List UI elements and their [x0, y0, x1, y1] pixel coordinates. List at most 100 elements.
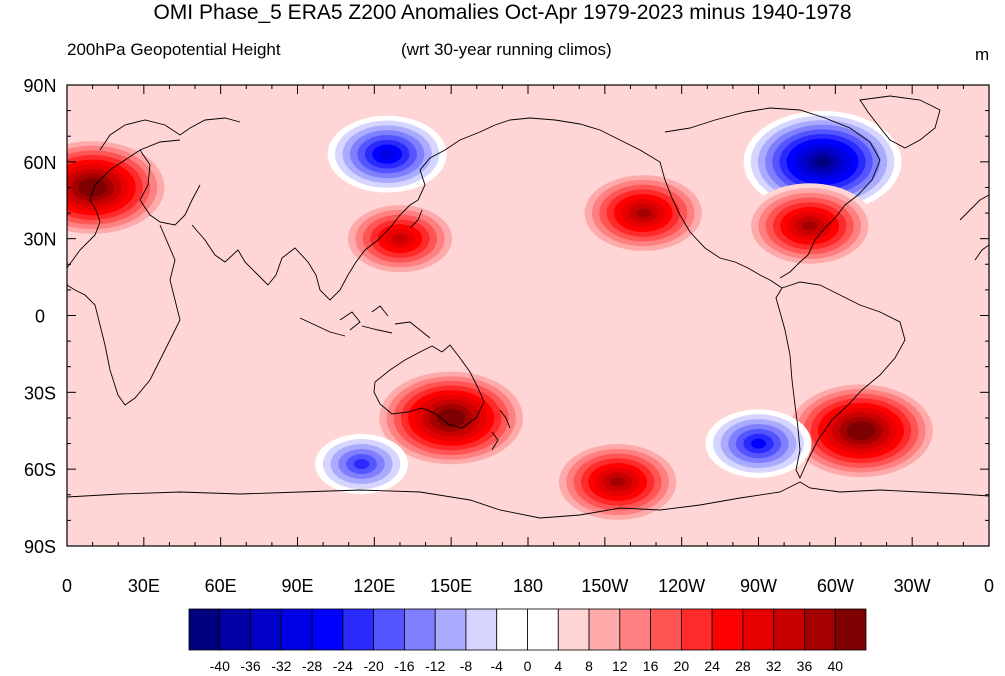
coastline-asia-east: [409, 117, 621, 229]
colorbar-swatch: [742, 608, 775, 651]
anomaly-center-1: [327, 115, 447, 193]
coastline-greenland: [859, 95, 941, 149]
colorbar-label: -32: [271, 658, 291, 674]
colorbar-label: 16: [643, 658, 659, 674]
colorbar-swatch: [434, 608, 467, 651]
anomaly-center-6: [372, 366, 531, 469]
x-tick-label: 90E: [281, 576, 313, 596]
x-axis-tick-labels: 0 30E 60E 90E 120E 150E 180 150W 120W 90W 60W 30W 0: [62, 576, 994, 596]
colorbar-label: -16: [394, 658, 414, 674]
colorbar-swatch: [557, 608, 590, 651]
anomaly-contour: [802, 221, 818, 231]
coastline-north-america: [619, 107, 881, 289]
coastline-iberia-right: [959, 194, 989, 261]
x-tick-label: 90W: [740, 576, 777, 596]
x-tick-label: 30W: [894, 576, 931, 596]
anomaly-contour: [379, 149, 395, 159]
anomaly-contour: [853, 426, 869, 436]
anomaly-contour: [610, 477, 625, 487]
x-tick-label: 60W: [817, 576, 854, 596]
colorbar-swatch: [588, 608, 621, 651]
coastlines: [67, 95, 989, 519]
colorbar-label: -8: [460, 658, 473, 674]
colorbar-swatch: [619, 608, 651, 651]
colorbar-swatch: [650, 608, 682, 651]
coastline-australia: [373, 344, 485, 429]
anomaly-center-0: [67, 136, 172, 239]
colorbar: -40 -36 -32 -28 -24 -20 -16 -12 -8 -4 0 4 8 12 16 20 24 2…: [188, 608, 867, 674]
anomaly-contour: [635, 208, 651, 218]
coastline-asia-south: [191, 199, 419, 301]
x-tick-label: 0: [984, 576, 994, 596]
axis-ticks: [66, 84, 990, 547]
coastline-new-zealand: [491, 409, 511, 451]
anomaly-contour: [353, 459, 370, 470]
x-tick-label: 120W: [658, 576, 705, 596]
colorbar-label: 24: [704, 658, 720, 674]
colorbar-swatch: [219, 608, 251, 651]
anomaly-center-8: [551, 439, 684, 525]
x-tick-label: 0: [62, 576, 72, 596]
colorbar-label: 0: [524, 658, 532, 674]
anomaly-contour: [815, 157, 830, 167]
anomaly-contour: [750, 438, 767, 449]
colorbar-label: -28: [302, 658, 322, 674]
x-tick-label: 150E: [430, 576, 472, 596]
chart-subtitle-left: 200hPa Geopotential Height: [67, 40, 281, 59]
colorbar-label: 40: [827, 658, 843, 674]
x-tick-label: 30E: [128, 576, 160, 596]
anomaly-field: [67, 85, 989, 546]
colorbar-swatch: [342, 608, 375, 651]
colorbar-label: -20: [364, 658, 384, 674]
colorbar-label: 4: [554, 658, 562, 674]
y-tick-label: 60S: [24, 460, 56, 480]
colorbar-swatch: [834, 608, 867, 651]
colorbar-swatch: [280, 608, 313, 651]
anomaly-center-10: [315, 434, 409, 495]
colorbar-label: 20: [674, 658, 690, 674]
anomaly-contour: [392, 233, 408, 244]
colorbar-swatch: [711, 608, 744, 651]
y-tick-label: 0: [35, 307, 45, 327]
anomaly-contour: [85, 182, 100, 193]
y-tick-label: 30S: [24, 383, 56, 403]
coastline-europe-africa: [67, 139, 201, 406]
chart-subtitle-center: (wrt 30-year running climos): [401, 40, 612, 59]
colorbar-swatch: [773, 608, 805, 651]
colorbar-label: 28: [735, 658, 751, 674]
colorbar-label: 8: [585, 658, 593, 674]
y-tick-label: 30N: [23, 230, 56, 250]
colorbar-label: -4: [491, 658, 504, 674]
x-tick-label: 150W: [581, 576, 628, 596]
x-tick-label: 180: [513, 576, 543, 596]
x-tick-label: 120E: [353, 576, 395, 596]
chart-title: OMI Phase_5 ERA5 Z200 Anomalies Oct-Apr …: [153, 1, 852, 24]
y-tick-label: 90N: [23, 76, 56, 96]
colorbar-label: -40: [210, 658, 230, 674]
colorbar-swatch: [404, 608, 436, 651]
colorbar-label: 12: [612, 658, 628, 674]
y-tick-label: 90S: [24, 537, 56, 557]
y-tick-label: 60N: [23, 153, 56, 173]
colorbar-swatch: [465, 608, 498, 651]
anomaly-center-9: [705, 409, 812, 478]
colorbar-swatch: [188, 608, 221, 651]
anomaly-center-7: [781, 379, 940, 482]
colorbar-swatch: [311, 608, 344, 651]
colorbar-swatch: [373, 608, 405, 651]
colorbar-swatch: [527, 608, 559, 651]
colorbar-swatch: [804, 608, 836, 651]
anomaly-contour: [443, 413, 459, 423]
units-label: m: [975, 45, 990, 64]
coastline-antarctica: [67, 481, 989, 519]
colorbar-label: -36: [240, 658, 260, 674]
colorbar-swatch: [680, 608, 713, 651]
colorbar-label: -12: [425, 658, 445, 674]
coastline-south-america: [775, 281, 906, 480]
colorbar-label: -24: [333, 658, 353, 674]
colorbar-swatch: [496, 608, 528, 651]
colorbar-label: 36: [797, 658, 813, 674]
coastline-scandinavia: [99, 117, 241, 151]
colorbar-label: 32: [766, 658, 782, 674]
